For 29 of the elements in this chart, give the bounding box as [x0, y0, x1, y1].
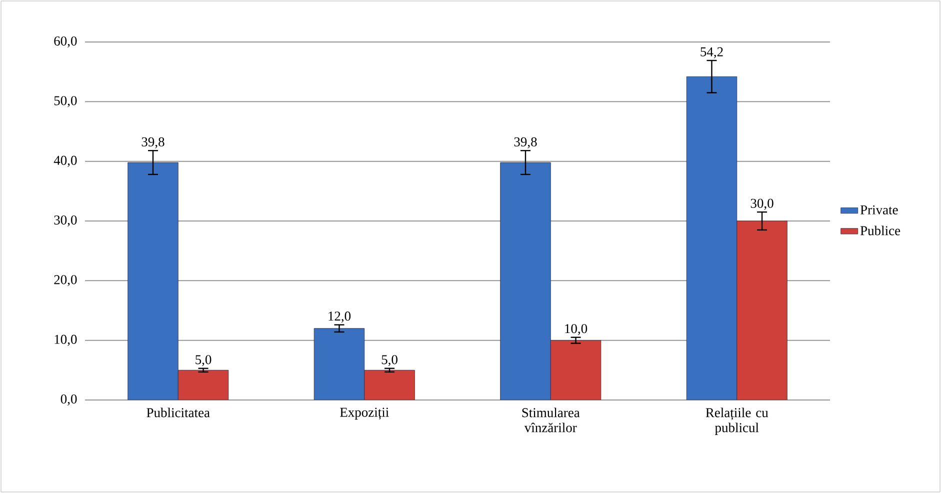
x-tick-label: Publicitatea — [146, 408, 210, 418]
bar — [178, 370, 229, 400]
y-tick-label: 50,0 — [54, 96, 77, 108]
bar — [550, 340, 602, 400]
bar — [736, 220, 788, 400]
data-label: 10,0 — [565, 324, 588, 336]
bar — [128, 162, 178, 400]
data-label: 39,8 — [514, 137, 537, 148]
bar — [500, 162, 551, 400]
x-tick-label: Relațiile cu publicul — [706, 408, 768, 435]
x-tick-label: Stimularea vînzărilor — [522, 408, 580, 432]
bar — [314, 328, 365, 400]
data-label: 12,0 — [328, 312, 351, 323]
y-tick-label: 60,0 — [54, 36, 77, 48]
legend-label: Private — [860, 205, 898, 214]
bar — [686, 76, 738, 400]
y-tick-label: 40,0 — [54, 156, 77, 167]
data-label: 54,2 — [700, 47, 723, 58]
data-label: 5,0 — [382, 355, 398, 366]
data-label: 30,0 — [750, 198, 774, 210]
y-tick-label: 0,0 — [60, 394, 77, 406]
legend-label: Publice — [860, 226, 900, 236]
x-tick-label: Expoziții — [340, 408, 389, 420]
y-tick-label: 10,0 — [54, 334, 77, 346]
y-tick-label: 30,0 — [54, 215, 77, 227]
data-label: 39,8 — [142, 137, 164, 148]
bar — [364, 370, 415, 400]
data-label: 5,0 — [196, 355, 212, 366]
y-tick-label: 20,0 — [54, 275, 77, 286]
